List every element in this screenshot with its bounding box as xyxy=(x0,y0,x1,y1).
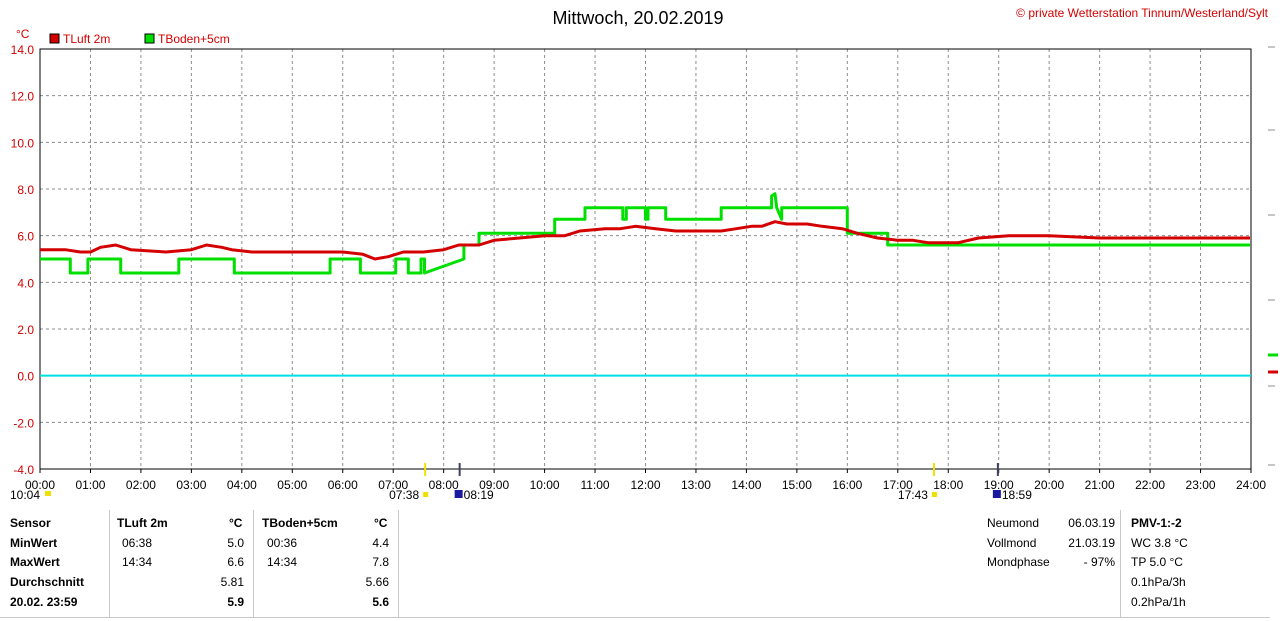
y-tick-labels: 14.0 12.0 10.0 8.0 6.0 4.0 2.0 0.0 -2.0 -4.0 xyxy=(11,43,35,477)
table-divider xyxy=(109,510,110,617)
y-tick-label: 6.0 xyxy=(17,230,34,244)
weather-index-title: PMV-1:-2 xyxy=(1131,516,1182,530)
weather-index-line: 0.2hPa/1h xyxy=(1131,595,1186,609)
moon-label-vollmond: Vollmond xyxy=(987,536,1037,550)
event-marker-icon xyxy=(423,492,429,497)
sensor-header: Sensor xyxy=(10,516,51,530)
x-tick-label: 18:00 xyxy=(933,478,963,492)
moon-value-vollmond: 21.03.19 xyxy=(1068,536,1115,550)
x-tick-label: 12:00 xyxy=(630,478,660,492)
tluft-max: 6.6 xyxy=(227,555,244,569)
sensor-unit-tluft: °C xyxy=(229,516,243,530)
corner-time: 10:04 xyxy=(10,488,40,502)
corner-time-marker xyxy=(45,491,51,496)
legend-swatch-tluft xyxy=(49,33,60,44)
legend-label-tluft: TLuft 2m xyxy=(63,32,110,46)
tboden-avg: 5.66 xyxy=(365,575,389,589)
x-tick-label: 05:00 xyxy=(277,478,307,492)
moon-label-neumond: Neumond xyxy=(987,516,1040,530)
tluft-min: 5.0 xyxy=(227,536,244,550)
y-tick-label: 2.0 xyxy=(17,323,34,337)
x-tick-label: 13:00 xyxy=(681,478,711,492)
row-label-avg: Durchschnitt xyxy=(10,575,85,589)
y-tick-label: 10.0 xyxy=(11,136,35,150)
x-tick-label: 24:00 xyxy=(1236,478,1266,492)
x-tick-label: 22:00 xyxy=(1135,478,1165,492)
chart-title: Mittwoch, 20.02.2019 xyxy=(552,8,723,28)
table-divider xyxy=(253,510,254,617)
x-tick-label: 15:00 xyxy=(782,478,812,492)
x-tick-label: 17:00 xyxy=(883,478,913,492)
x-tick-label: 20:00 xyxy=(1034,478,1064,492)
event-marker-label: 18:59 xyxy=(1002,488,1032,502)
event-marker-label: 17:43 xyxy=(898,488,928,502)
x-tick-label: 23:00 xyxy=(1186,478,1216,492)
x-tick-label: 01:00 xyxy=(75,478,105,492)
x-tick-label: 06:00 xyxy=(328,478,358,492)
tboden-min: 4.4 xyxy=(372,536,389,550)
tluft-avg: 5.81 xyxy=(220,575,244,589)
x-tick-label: 19:00 xyxy=(984,478,1014,492)
x-tick-label: 03:00 xyxy=(176,478,206,492)
x-tick-label: 16:00 xyxy=(832,478,862,492)
tboden-min-time: 00:36 xyxy=(267,536,298,550)
tboden-max-time: 14:34 xyxy=(267,555,298,569)
x-tick-label: 14:00 xyxy=(731,478,761,492)
event-marker-icon xyxy=(992,490,1001,498)
x-tick-label: 02:00 xyxy=(126,478,156,492)
moon-value-neumond: 06.03.19 xyxy=(1068,516,1115,530)
y-tick-label: 0.0 xyxy=(17,370,34,384)
y-tick-label: 8.0 xyxy=(17,183,34,197)
chart-credit: © private Wetterstation Tinnum/Westerlan… xyxy=(1016,6,1269,20)
event-marker-label: 08:19 xyxy=(464,488,494,502)
series-line-1 xyxy=(40,192,1250,275)
weather-index-line: TP 5.0 °C xyxy=(1131,555,1183,569)
table-divider xyxy=(1120,510,1121,617)
table-divider xyxy=(398,510,399,617)
y-tick-label: -4.0 xyxy=(13,463,34,477)
weather-index-line: WC 3.8 °C xyxy=(1131,536,1188,550)
moon-label-phase: Mondphase xyxy=(987,555,1050,569)
tluft-last: 5.9 xyxy=(227,595,244,609)
x-tick-label: 09:00 xyxy=(479,478,509,492)
tboden-max: 7.8 xyxy=(372,555,389,569)
x-tick-label: 00:00 xyxy=(25,478,55,492)
event-marker-label: 07:38 xyxy=(389,488,419,502)
sensor-unit-tboden: °C xyxy=(374,516,388,530)
tboden-last: 5.6 xyxy=(372,595,389,609)
moon-value-phase: - 97% xyxy=(1083,555,1115,569)
row-label-last: 20.02. 23:59 xyxy=(10,595,78,609)
legend-swatch-tboden xyxy=(144,33,155,44)
row-label-min: MinWert xyxy=(10,536,58,550)
x-tick-label: 11:00 xyxy=(580,478,609,492)
series-layer xyxy=(40,192,1250,275)
x-tick-label: 21:00 xyxy=(1085,478,1115,492)
weather-index-line: 0.1hPa/3h xyxy=(1131,575,1186,589)
right-edge-marks xyxy=(1268,46,1278,466)
y-tick-label: 4.0 xyxy=(17,276,34,290)
y-axis-label: °C xyxy=(16,27,30,41)
series-line-0 xyxy=(40,220,1250,261)
x-tick-label: 07:00 xyxy=(378,478,408,492)
sensor-name-tboden: TBoden+5cm xyxy=(262,516,338,530)
y-tick-label: 12.0 xyxy=(11,90,35,104)
tluft-min-time: 06:38 xyxy=(122,536,153,550)
table-baseline xyxy=(0,617,1270,618)
event-marker-icon xyxy=(454,490,463,498)
row-label-max: MaxWert xyxy=(10,555,60,569)
x-tick-label: 10:00 xyxy=(530,478,560,492)
tluft-max-time: 14:34 xyxy=(122,555,153,569)
x-tick-label: 04:00 xyxy=(227,478,257,492)
temperature-chart: 14.0 12.0 10.0 8.0 6.0 4.0 2.0 0.0 -2.0 -4.0 00:0… xyxy=(10,6,1278,502)
event-marker-icon xyxy=(931,492,937,497)
x-tick-label: 08:00 xyxy=(429,478,459,492)
event-markers: 07:38 08:19 17:43 18:59 xyxy=(389,463,1032,502)
sensor-name-tluft: TLuft 2m xyxy=(117,516,168,530)
x-tick-labels: 00:00 01:00 02:00 03:00 04:00 05:00 06:00 07:00… xyxy=(25,469,1266,492)
y-tick-label: 14.0 xyxy=(11,43,35,57)
legend: TLuft 2m TBoden+5cm xyxy=(49,32,230,46)
y-tick-label: -2.0 xyxy=(13,416,34,430)
legend-label-tboden: TBoden+5cm xyxy=(158,32,230,46)
